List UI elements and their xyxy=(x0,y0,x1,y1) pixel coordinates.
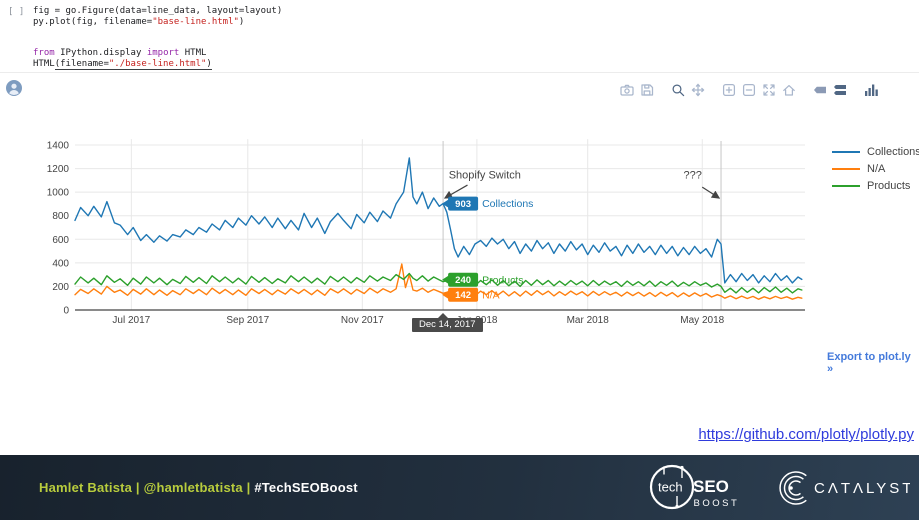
export-plotly-link[interactable]: Export to plot.ly » xyxy=(827,351,911,375)
hover-closest-icon xyxy=(814,86,826,93)
plotly-logo-icon xyxy=(865,84,878,96)
x-tick-label: May 2018 xyxy=(680,315,724,326)
reset-home-button[interactable] xyxy=(779,82,799,97)
plotly-modebar xyxy=(606,82,881,97)
x-tick-label: Jul 2017 xyxy=(112,315,150,326)
y-tick-label: 1400 xyxy=(47,141,70,152)
series-line-na xyxy=(74,263,803,300)
svg-text:142: 142 xyxy=(455,290,471,301)
code-editor[interactable]: fig = go.Figure(data=line_data, layout=l… xyxy=(33,6,282,70)
legend-label: N/A xyxy=(867,162,886,175)
autoscale-button[interactable] xyxy=(759,82,779,97)
zoom-out-icon xyxy=(742,83,756,96)
user-avatar-icon xyxy=(6,80,22,96)
hover-compare-icon xyxy=(834,84,846,95)
catalyst-wordmark: CΛTΛLYST xyxy=(814,480,910,497)
catalyst-logo: CΛTΛLYST xyxy=(778,468,911,513)
plot-area[interactable]: 0 200 400 600 800 1000 1200 1400 Jul 2017 Sep 201… xyxy=(0,130,919,345)
y-tick-label: 0 xyxy=(63,306,69,317)
code-line xyxy=(33,38,282,49)
x-tick-label: Nov 2017 xyxy=(341,315,384,326)
hover-date-tooltip: Dec 14, 2017 xyxy=(412,313,483,332)
hover-label-products: 240 Products xyxy=(442,272,524,287)
camera-icon xyxy=(620,84,634,96)
code-line: from IPython.display import HTML xyxy=(33,48,207,59)
plotly-logo-button[interactable] xyxy=(861,82,881,97)
hover-label-collections: 903 Collections xyxy=(442,196,533,211)
svg-text:Products: Products xyxy=(482,274,523,286)
github-link[interactable]: https://github.com/plotly/plotly.py xyxy=(698,426,914,443)
save-button[interactable] xyxy=(637,82,657,97)
logo-tech-text: tech xyxy=(658,480,683,495)
y-tick-label: 200 xyxy=(52,282,69,293)
techseo-boost-logo: tech SEO BOOST xyxy=(646,460,756,519)
annotation-arrow xyxy=(701,186,721,199)
logo-boost-text: BOOST xyxy=(694,498,740,509)
line-chart[interactable]: 0 200 400 600 800 1000 1200 1400 Jul 2017 Sep 201… xyxy=(0,130,919,345)
x-tick-label: Sep 2017 xyxy=(226,315,269,326)
x-tick-label: Mar 2018 xyxy=(567,315,610,326)
save-icon xyxy=(641,83,654,96)
zoom-button[interactable] xyxy=(668,82,688,97)
svg-text:N/A: N/A xyxy=(482,289,500,301)
hover-label-na: 142 N/A xyxy=(442,287,500,302)
legend-label: Collections xyxy=(867,145,919,158)
zoom-out-button[interactable] xyxy=(739,82,759,97)
chart-legend: Collections N/A Products xyxy=(832,143,919,194)
reset-home-icon xyxy=(783,84,795,96)
notebook-code-cell[interactable]: [ ] fig = go.Figure(data=line_data, layo… xyxy=(0,0,919,73)
legend-swatch xyxy=(832,150,860,153)
series-line-collections xyxy=(74,157,803,284)
credit-author-handle: Hamlet Batista | @hamletbatista | xyxy=(39,480,251,495)
camera-button[interactable] xyxy=(617,82,637,97)
legend-label: Products xyxy=(867,179,911,192)
y-tick-label: 400 xyxy=(52,258,69,269)
autoscale-icon xyxy=(763,83,775,96)
y-tick-label: 1000 xyxy=(47,188,70,199)
annotation-text: ??? xyxy=(683,170,701,182)
y-tick-label: 600 xyxy=(52,235,69,246)
legend-item-products[interactable]: Products xyxy=(832,177,919,194)
zoom-in-icon xyxy=(722,83,736,96)
cell-run-prompt[interactable]: [ ] xyxy=(8,7,25,17)
zoom-in-button[interactable] xyxy=(719,82,739,97)
credit-hashtag: #TechSEOBoost xyxy=(254,480,358,495)
pan-icon xyxy=(691,83,705,96)
code-line xyxy=(33,27,282,38)
logo-seo-text: SEO xyxy=(693,477,729,496)
legend-swatch xyxy=(832,184,860,187)
legend-swatch xyxy=(832,167,860,170)
zoom-icon xyxy=(672,83,685,96)
legend-item-na[interactable]: N/A xyxy=(832,160,919,177)
pan-button[interactable] xyxy=(688,82,708,97)
y-tick-label: 800 xyxy=(52,211,69,222)
hover-compare-button[interactable] xyxy=(830,82,850,97)
code-line: fig = go.Figure(data=line_data, layout=l… xyxy=(33,6,283,16)
svg-text:240: 240 xyxy=(455,275,471,286)
svg-text:Collections: Collections xyxy=(482,198,533,210)
svg-text:903: 903 xyxy=(455,199,471,210)
code-line: HTML(filename="./base-line.html") xyxy=(33,58,212,70)
hover-closest-button[interactable] xyxy=(810,82,830,97)
annotation-text: Shopify Switch xyxy=(449,170,521,182)
credit-line: Hamlet Batista | @hamletbatista | #TechS… xyxy=(39,480,358,495)
legend-item-collections[interactable]: Collections xyxy=(832,143,919,160)
y-tick-label: 1200 xyxy=(47,164,70,175)
hover-date-label: Dec 14, 2017 xyxy=(419,319,476,330)
code-line: py.plot(fig, filename="base-line.html") xyxy=(33,16,245,27)
annotation-arrow xyxy=(443,184,468,199)
slide-footer: Hamlet Batista | @hamletbatista | #TechS… xyxy=(0,455,919,520)
